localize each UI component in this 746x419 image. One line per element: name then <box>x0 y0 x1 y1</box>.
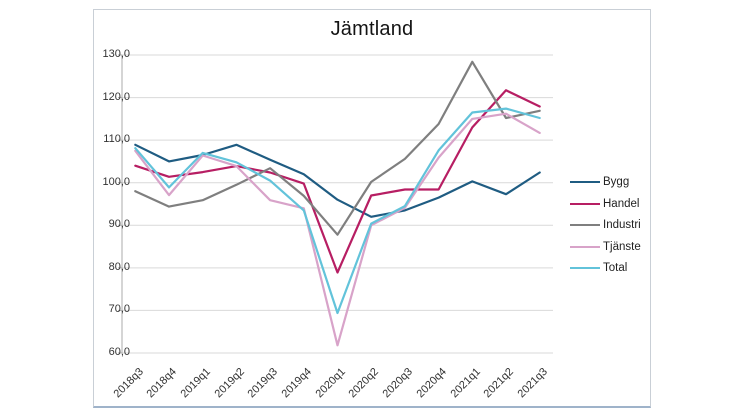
legend-label: Bygg <box>603 176 630 188</box>
legend-item-tjnste: Tjänste <box>570 240 641 254</box>
chart-card: Jämtland 130,0 120,0 110,0 100,0 90,0 80,0 70,… <box>93 9 651 408</box>
legend-label: Industri <box>603 219 641 231</box>
series-line-bygg <box>134 143 541 218</box>
series-line-tjnste <box>134 112 541 347</box>
legend-label: Tjänste <box>603 240 641 253</box>
series-line-industri <box>134 60 541 236</box>
y-tick-label: 70,0 <box>108 303 130 316</box>
legend-swatch <box>570 267 600 269</box>
y-tick-label: 90,0 <box>108 218 130 231</box>
legend-swatch <box>570 224 600 226</box>
y-tick-label: 60,0 <box>108 346 130 358</box>
legend-item-industri: Industri <box>570 218 641 232</box>
legend-item-bygg: Bygg <box>570 175 629 189</box>
legend-swatch <box>570 245 600 248</box>
legend-item-total: Total <box>570 261 627 275</box>
legend-swatch <box>570 181 600 183</box>
legend-item-handel: Handel <box>570 197 639 211</box>
legend-label: Total <box>603 262 628 274</box>
chart-title: Jämtland <box>330 18 414 40</box>
legend-swatch <box>570 202 600 205</box>
y-tick-label: 130,0 <box>102 48 130 60</box>
series-line-handel <box>134 89 541 274</box>
y-tick-label: 120,0 <box>102 90 130 103</box>
series-line-total <box>134 107 541 315</box>
y-tick-label: 100,0 <box>102 175 130 188</box>
y-tick-label: 80,0 <box>108 260 130 273</box>
legend-label: Handel <box>603 197 640 210</box>
line-chart-plot <box>118 54 553 354</box>
y-tick-label: 110,0 <box>103 133 130 146</box>
